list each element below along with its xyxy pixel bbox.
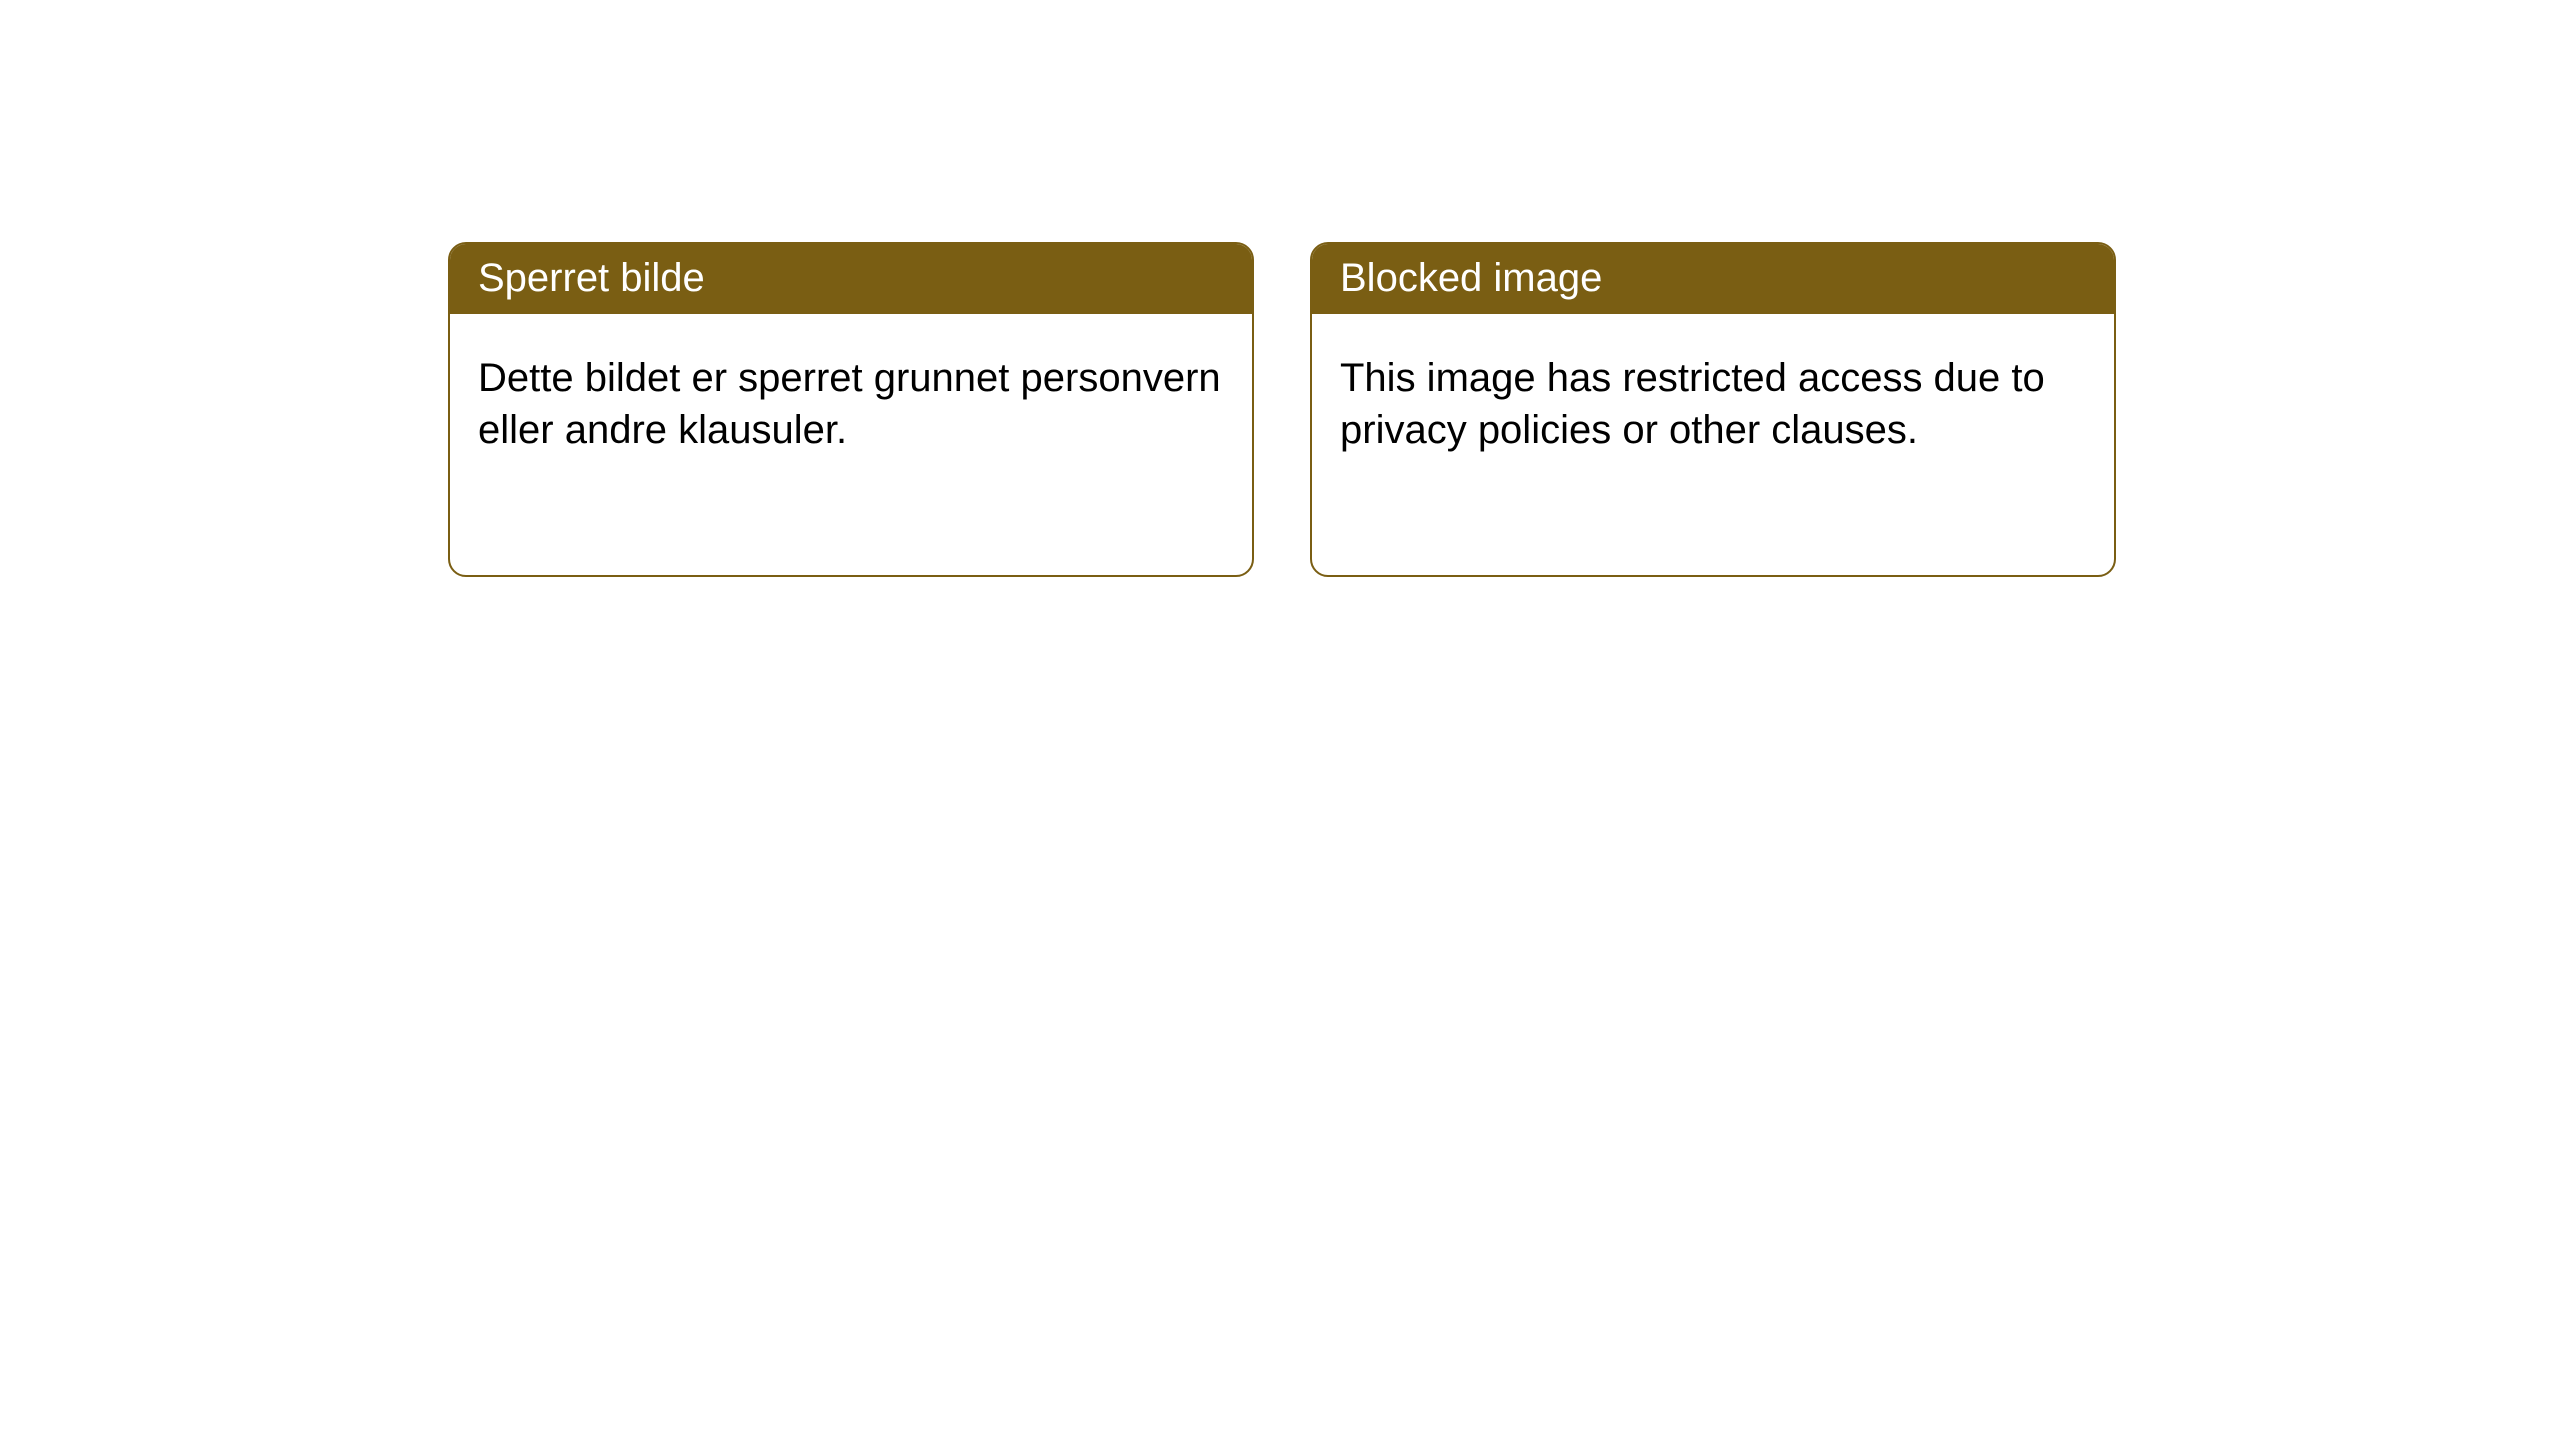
notice-card-english: Blocked image This image has restricted … [1310,242,2116,577]
notice-card-norwegian: Sperret bilde Dette bildet er sperret gr… [448,242,1254,577]
notice-header: Sperret bilde [450,244,1252,314]
notice-body: Dette bildet er sperret grunnet personve… [450,314,1252,494]
notice-body: This image has restricted access due to … [1312,314,2114,494]
notice-header: Blocked image [1312,244,2114,314]
notice-container: Sperret bilde Dette bildet er sperret gr… [0,0,2560,577]
